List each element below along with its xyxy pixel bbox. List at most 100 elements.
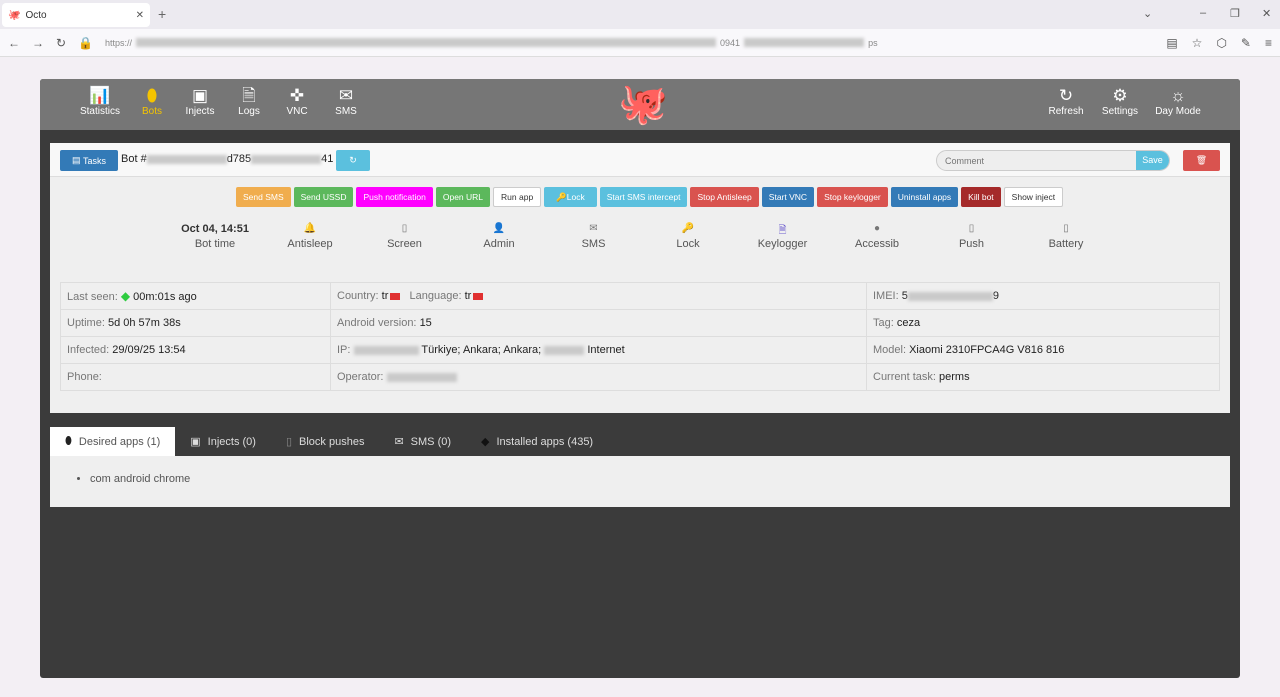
- android-version: Android version: 15: [330, 309, 867, 337]
- new-tab-icon[interactable]: +: [158, 6, 167, 22]
- envelope-icon: ✉: [338, 86, 354, 105]
- sun-icon: ☼: [1170, 86, 1186, 105]
- nav-statistics[interactable]: 📊 Statistics: [77, 86, 123, 117]
- tab-sms[interactable]: ✉ SMS (0): [394, 435, 452, 449]
- android-icon: ◆: [481, 436, 490, 448]
- nav-sms[interactable]: ✉ SMS: [323, 86, 369, 117]
- push-icon: ▯: [285, 436, 293, 448]
- octopus-favicon-icon: 🐙: [8, 9, 21, 21]
- minimize-icon[interactable]: –: [1200, 7, 1207, 19]
- nav-logs[interactable]: 🗎 Logs: [226, 86, 272, 117]
- push-icon: ▯: [968, 223, 975, 234]
- tasks-button[interactable]: ▤ Tasks: [60, 150, 118, 171]
- online-status-icon: ◆: [120, 289, 131, 303]
- trash-icon: 🗑: [1195, 155, 1208, 165]
- start-vnc-button[interactable]: Start VNC: [761, 187, 815, 207]
- delete-bot-button[interactable]: 🗑: [1183, 150, 1220, 171]
- reload-icon[interactable]: ↻: [56, 35, 67, 50]
- start-sms-intercept-button[interactable]: Start SMS intercept: [599, 187, 688, 207]
- list-item: com android chrome: [90, 473, 190, 485]
- reader-icon[interactable]: ▤: [1166, 35, 1178, 50]
- tab-installed-apps[interactable]: ◆ Installed apps (435): [481, 435, 594, 449]
- last-seen: Last seen: ◆ 00m:01s ago: [60, 282, 331, 310]
- bot-tabs: ⬮ Desired apps (1) ▣ Injects (0) ▯ Block pu…: [50, 427, 608, 456]
- crosshair-icon: ✜: [289, 86, 305, 105]
- refresh-icon: ↻: [349, 155, 357, 165]
- octopus-logo: 🐙: [618, 82, 668, 126]
- info-icon: ●: [873, 223, 881, 234]
- address-bar: ← → ↻ 🔒 https://0941 ps ▤ ☆ ⬡ ✎ ≡: [0, 29, 1280, 57]
- bookmark-star-icon[interactable]: ☆: [1191, 35, 1203, 50]
- country-language: Country: tr Language: tr: [330, 282, 867, 310]
- open-url-button[interactable]: Open URL: [435, 187, 491, 207]
- browser-tabbar: 🐙 Octo ✕ + ⌄ – ❐ ✕: [0, 0, 1280, 29]
- refresh-button[interactable]: ↻ Refresh: [1043, 86, 1089, 117]
- stop-antisleep-button[interactable]: Stop Antisleep: [690, 187, 759, 207]
- tab-list-icon[interactable]: ⌄: [1143, 8, 1153, 20]
- close-tab-icon[interactable]: ✕: [135, 9, 144, 21]
- nav-vnc[interactable]: ✜ VNC: [274, 86, 320, 117]
- nav-bots[interactable]: ⬮ Bots: [129, 86, 175, 117]
- tab-desired-apps[interactable]: ⬮ Desired apps (1): [50, 427, 176, 456]
- status-accessib: ● Accessib: [832, 223, 922, 250]
- send-sms-button[interactable]: Send SMS: [236, 187, 291, 207]
- lock-button[interactable]: 🔑 Lock: [544, 187, 597, 207]
- comment-input[interactable]: [937, 151, 1132, 170]
- tag: Tag: ceza: [866, 309, 1220, 337]
- save-comment-button[interactable]: Save: [1136, 151, 1169, 170]
- reload-bot-button[interactable]: ↻: [336, 150, 370, 171]
- tab-title: Octo: [25, 9, 47, 21]
- show-inject-button[interactable]: Show inject: [1003, 187, 1064, 207]
- tab-block-pushes[interactable]: ▯ Block pushes: [285, 435, 365, 449]
- status-sms: ✉ SMS: [549, 223, 639, 250]
- ip-location: IP: Türkiye; Ankara; Ankara; Internet: [330, 336, 867, 364]
- top-nav: 📊 Statistics ⬮ Bots ▣ Injects 🗎 Logs ✜ VNC ✉ S…: [40, 79, 1240, 130]
- run-app-button[interactable]: Run app: [493, 187, 542, 207]
- comment-field: Save: [936, 150, 1170, 171]
- day-mode-button[interactable]: ☼ Day Mode: [1152, 86, 1204, 117]
- file-icon: 🗎: [778, 225, 787, 236]
- stop-keylogger-button[interactable]: Stop keylogger: [817, 187, 888, 207]
- status-lock: 🔑 Lock: [643, 223, 733, 250]
- tab-injects[interactable]: ▣ Injects (0): [190, 435, 256, 449]
- uninstall-apps-button[interactable]: Uninstall apps: [890, 187, 959, 207]
- kill-bot-button[interactable]: Kill bot: [961, 187, 1001, 207]
- key-icon: 🔑: [681, 223, 695, 234]
- bar-chart-icon: 📊: [89, 86, 111, 105]
- gears-icon: ⚙: [1112, 86, 1128, 105]
- nav-injects[interactable]: ▣ Injects: [177, 86, 223, 117]
- maximize-icon[interactable]: ❐: [1230, 8, 1240, 20]
- push-notification-button[interactable]: Push notification: [356, 187, 433, 207]
- envelope-icon: ✉: [394, 436, 404, 448]
- send-ussd-button[interactable]: Send USSD: [293, 187, 354, 207]
- refresh-icon: ↻: [1058, 86, 1074, 105]
- url-field[interactable]: https://0941 ps: [105, 37, 878, 48]
- phone: Phone:: [60, 363, 331, 391]
- status-admin: 👤 Admin: [454, 223, 544, 250]
- lock-icon: 🔒: [78, 35, 94, 50]
- status-push: ▯ Push: [927, 223, 1017, 250]
- operator: Operator:: [330, 363, 867, 391]
- model: Model: Xiaomi 2310FPCA4G V816 816: [866, 336, 1220, 364]
- turkey-flag-icon: [473, 292, 484, 300]
- close-window-icon[interactable]: ✕: [1262, 8, 1272, 20]
- desired-apps-list: com android chrome: [50, 456, 1230, 507]
- file-icon: 🗎: [242, 86, 256, 105]
- settings-button[interactable]: ⚙ Settings: [1097, 86, 1143, 117]
- menu-icon[interactable]: ≡: [1264, 35, 1272, 50]
- browser-tab[interactable]: 🐙 Octo ✕: [2, 3, 150, 27]
- bot-info-table: Last seen: ◆ 00m:01s ago Country: tr Lan…: [60, 282, 1220, 391]
- status-screen: ▯ Screen: [360, 223, 450, 250]
- android-icon: ⬮: [65, 435, 72, 447]
- money-icon: ▣: [191, 86, 209, 105]
- forward-icon[interactable]: →: [32, 35, 44, 50]
- infected: Infected: 29/09/25 13:54: [60, 336, 331, 364]
- status-battery: ▯ Battery: [1021, 223, 1111, 250]
- uptime: Uptime: 5d 0h 57m 38s: [60, 309, 331, 337]
- back-icon[interactable]: ←: [8, 35, 20, 50]
- envelope-icon: ✉: [589, 223, 598, 234]
- extensions-icon[interactable]: ✎: [1240, 35, 1251, 50]
- user-icon: 👤: [492, 223, 506, 234]
- action-buttons: Send SMS Send USSD Push notification Open U…: [236, 187, 1064, 207]
- shield-icon[interactable]: ⬡: [1216, 35, 1227, 50]
